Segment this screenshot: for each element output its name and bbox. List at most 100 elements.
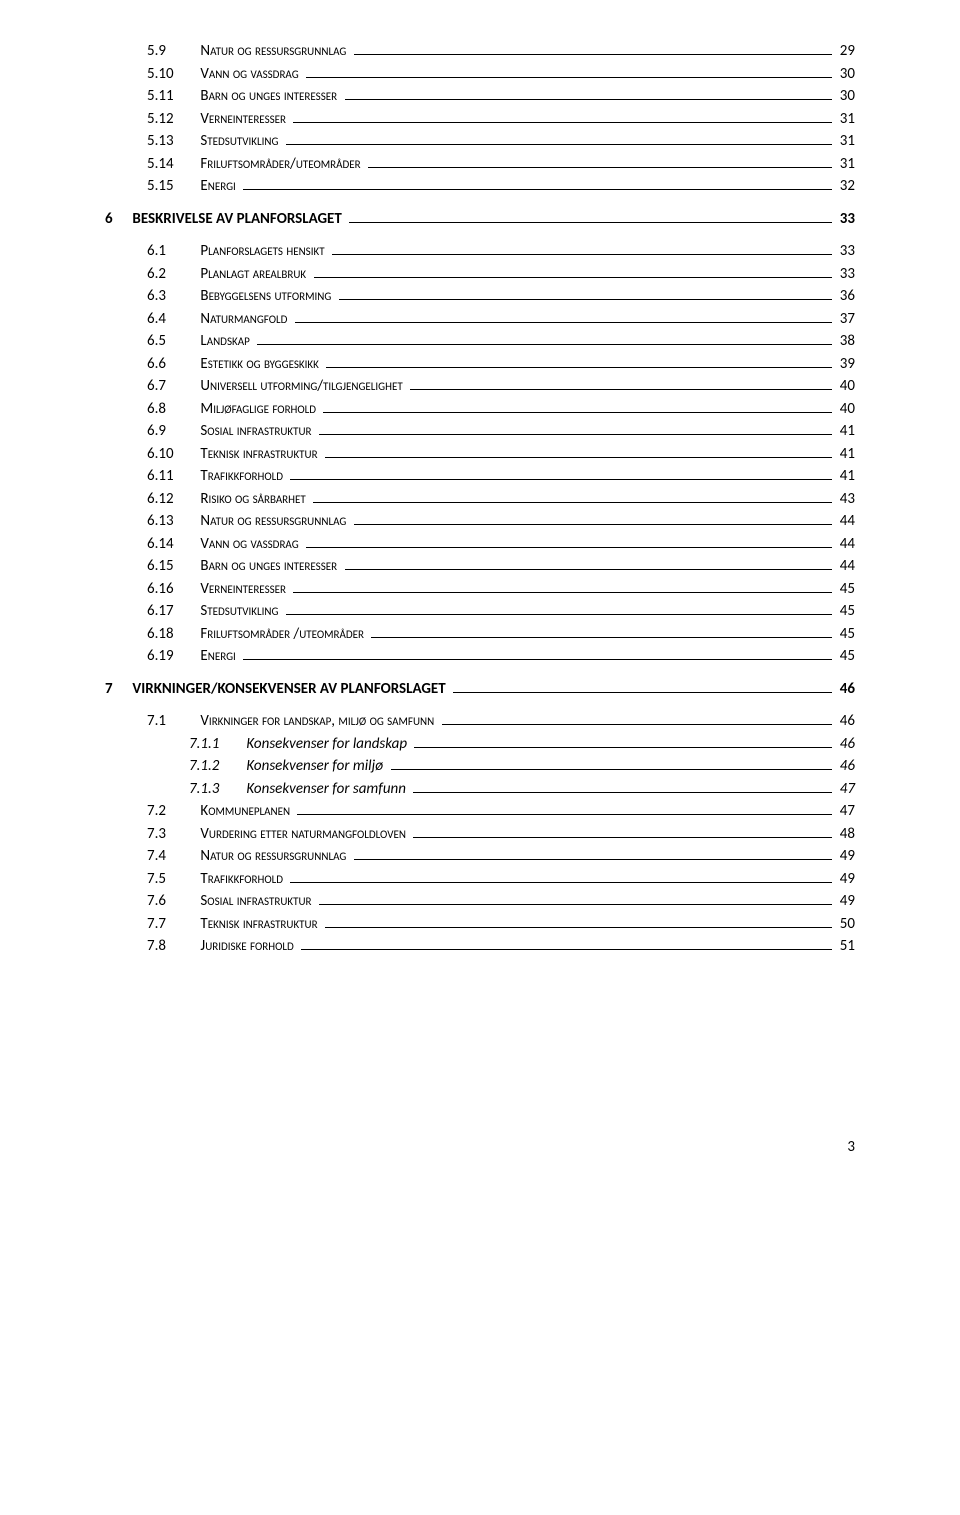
toc-leader [313, 493, 832, 503]
toc-leader [319, 895, 832, 905]
toc-entry-number: 5.11 [147, 85, 197, 108]
toc-entry-number: 7.8 [147, 935, 197, 958]
toc-leader [391, 760, 833, 770]
toc-entry-number: 7.4 [147, 845, 197, 868]
toc-entry-page: 39 [836, 353, 855, 376]
toc-entry: 6.8 Miljøfaglige forhold 40 [105, 398, 855, 421]
toc-entry-title: Universell utforming/tilgjengelighet [200, 377, 402, 395]
toc-entry-title: Virkninger for landskap, miljø og samfun… [200, 712, 434, 730]
toc-entry-number: 5.9 [147, 40, 197, 63]
toc-entry-number: 7.7 [147, 913, 197, 936]
toc-entry-page: 47 [836, 800, 855, 823]
toc-leader [243, 180, 832, 190]
toc-leader [354, 45, 833, 55]
toc-entry-title: Energi [200, 647, 235, 665]
toc-leader [368, 158, 832, 168]
toc-entry-title: Vann og vassdrag [200, 535, 298, 553]
toc-entry: 6.2 Planlagt arealbruk 33 [105, 263, 855, 286]
table-of-contents: 5.9 Natur og ressursgrunnlag 295.10 Vann… [105, 40, 855, 958]
toc-entry-number: 6.15 [147, 555, 197, 578]
toc-entry-label: 5.11 Barn og unges interesser [147, 85, 341, 108]
toc-entry-title: Natur og ressursgrunnlag [200, 512, 346, 530]
toc-entry-number: 5.10 [147, 63, 197, 86]
toc-entry: 7.7 Teknisk infrastruktur 50 [105, 913, 855, 936]
toc-entry-label: 7.7 Teknisk infrastruktur [147, 913, 321, 936]
toc-entry-label: 7.1.1 Konsekvenser for landskap [189, 733, 410, 756]
toc-entry-page: 40 [836, 398, 855, 421]
toc-entry: 5.14 Friluftsområder/uteområder 31 [105, 153, 855, 176]
toc-entry: 6.14 Vann og vassdrag 44 [105, 533, 855, 556]
toc-entry-page: 51 [836, 935, 855, 958]
toc-leader [349, 213, 832, 223]
toc-entry: 6.11 Trafikkforhold 41 [105, 465, 855, 488]
toc-entry-page: 41 [836, 420, 855, 443]
toc-entry-title: Verneinteresser [200, 110, 286, 128]
toc-entry-number: 5.12 [147, 108, 197, 131]
toc-entry: 7.3 Vurdering etter naturmangfoldloven 4… [105, 823, 855, 846]
toc-entry-page: 36 [836, 285, 855, 308]
toc-entry-number: 6.12 [147, 488, 197, 511]
toc-entry-number: 6.4 [147, 308, 197, 331]
toc-entry-label: 6.2 Planlagt arealbruk [147, 263, 310, 286]
toc-leader [332, 245, 832, 255]
toc-entry-label: 5.15 Energi [147, 175, 239, 198]
toc-leader [325, 918, 832, 928]
toc-entry-number: 6.11 [147, 465, 197, 488]
toc-entry-page: 32 [836, 175, 855, 198]
toc-entry: 7.6 Sosial infrastruktur 49 [105, 890, 855, 913]
toc-entry: 7.5 Trafikkforhold 49 [105, 868, 855, 891]
toc-entry-title: Konsekvenser for miljø [246, 757, 383, 775]
toc-entry-number: 6.9 [147, 420, 197, 443]
toc-leader [414, 738, 832, 748]
toc-entry: 6.6 Estetikk og byggeskikk 39 [105, 353, 855, 376]
toc-entry: 5.15 Energi 32 [105, 175, 855, 198]
toc-entry-label: 7 VIRKNINGER/KONSEKVENSER AV PLANFORSLAG… [105, 678, 449, 701]
toc-entry-number: 6.3 [147, 285, 197, 308]
toc-entry-number: 6.10 [147, 443, 197, 466]
toc-entry-title: Energi [200, 177, 235, 195]
toc-entry-page: 31 [836, 108, 855, 131]
toc-entry-label: 6.4 Naturmangfold [147, 308, 291, 331]
toc-entry-label: 7.4 Natur og ressursgrunnlag [147, 845, 350, 868]
toc-entry-title: Konsekvenser for landskap [246, 735, 407, 753]
toc-entry-label: 6.8 Miljøfaglige forhold [147, 398, 319, 421]
toc-leader [319, 425, 832, 435]
toc-leader [301, 940, 832, 950]
toc-entry-number: 7.1.2 [189, 755, 243, 778]
toc-entry-label: 6.6 Estetikk og byggeskikk [147, 353, 322, 376]
toc-entry-page: 49 [836, 890, 855, 913]
toc-entry-title: Planlagt arealbruk [200, 265, 306, 283]
toc-entry-page: 45 [836, 578, 855, 601]
toc-entry: 5.11 Barn og unges interesser 30 [105, 85, 855, 108]
toc-entry-title: Trafikkforhold [200, 467, 283, 485]
toc-entry-number: 6.18 [147, 623, 197, 646]
toc-entry-title: Kommuneplanen [200, 802, 290, 820]
toc-entry-title: Vann og vassdrag [200, 65, 298, 83]
toc-entry-page: 46 [836, 755, 855, 778]
toc-entry-page: 31 [836, 130, 855, 153]
toc-entry-number: 7.1.3 [189, 778, 243, 801]
toc-entry-page: 33 [836, 240, 855, 263]
toc-entry-number: 5.15 [147, 175, 197, 198]
toc-leader [290, 470, 832, 480]
toc-entry-page: 40 [836, 375, 855, 398]
toc-entry: 7.2 Kommuneplanen 47 [105, 800, 855, 823]
toc-entry: 6.10 Teknisk infrastruktur 41 [105, 443, 855, 466]
toc-entry-title: Sosial infrastruktur [200, 422, 311, 440]
toc-leader [306, 538, 832, 548]
toc-leader [326, 358, 832, 368]
toc-entry-title: Konsekvenser for samfunn [246, 780, 406, 798]
toc-entry-label: 7.8 Juridiske forhold [147, 935, 297, 958]
toc-entry-number: 7.3 [147, 823, 197, 846]
toc-entry: 7.8 Juridiske forhold 51 [105, 935, 855, 958]
toc-entry-label: 6.10 Teknisk infrastruktur [147, 443, 321, 466]
toc-entry-title: Teknisk infrastruktur [200, 915, 317, 933]
toc-leader [286, 135, 833, 145]
toc-entry-number: 5.14 [147, 153, 197, 176]
toc-entry-label: 6.16 Verneinteresser [147, 578, 289, 601]
toc-entry-title: Stedsutvikling [200, 132, 278, 150]
toc-entry-title: BESKRIVELSE AV PLANFORSLAGET [132, 210, 341, 228]
toc-entry-label: 6.14 Vann og vassdrag [147, 533, 302, 556]
toc-entry-title: Verneinteresser [200, 580, 286, 598]
toc-entry-page: 31 [836, 153, 855, 176]
